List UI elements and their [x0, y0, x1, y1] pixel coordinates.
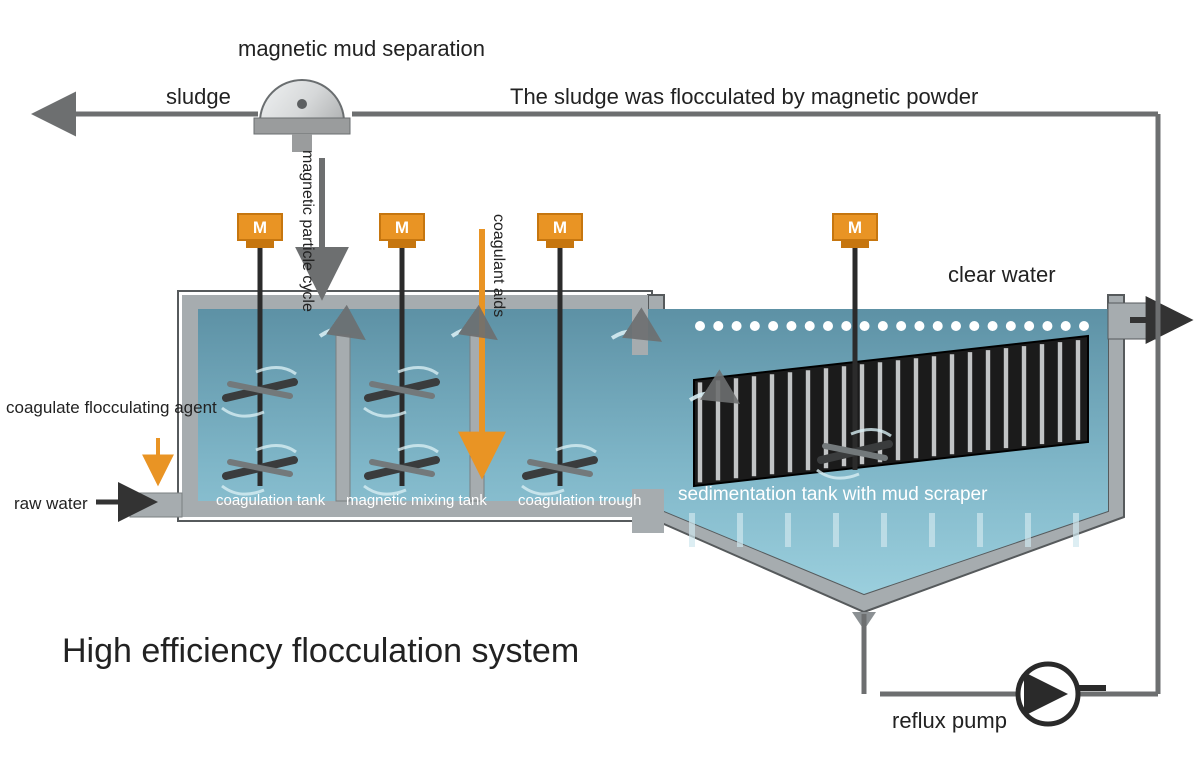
- svg-text:M: M: [553, 218, 567, 237]
- label-magnetic-mixing-tank: magnetic mixing tank: [346, 492, 487, 509]
- label-coagulation-tank: coagulation tank: [216, 492, 325, 509]
- label-sedimentation-tank: sedimentation tank with mud scraper: [678, 484, 987, 506]
- label-raw-water: raw water: [14, 494, 88, 514]
- svg-text:M: M: [395, 218, 409, 237]
- svg-text:M: M: [253, 218, 267, 237]
- label-sludge: sludge: [166, 84, 231, 110]
- svg-text:M: M: [848, 218, 862, 237]
- label-coagulant-aids: coagulant aids: [489, 214, 507, 317]
- label-coagulation-trough: coagulation trough: [518, 492, 641, 509]
- label-magnetic-particle-cycle: magnetic particle cycle: [298, 150, 316, 312]
- label-floc-by-magnetic: The sludge was flocculated by magnetic p…: [510, 84, 978, 110]
- diagram-stage: M M M M magnetic mud separation sludge The …: [0, 0, 1200, 758]
- label-clear-water: clear water: [948, 262, 1056, 288]
- label-reflux-pump: reflux pump: [892, 708, 1007, 734]
- label-magnetic-mud-separation: magnetic mud separation: [238, 36, 485, 62]
- label-coagulate-flocculating-agent: coagulate flocculating agent: [6, 398, 217, 418]
- diagram-title: High efficiency flocculation system: [62, 632, 579, 671]
